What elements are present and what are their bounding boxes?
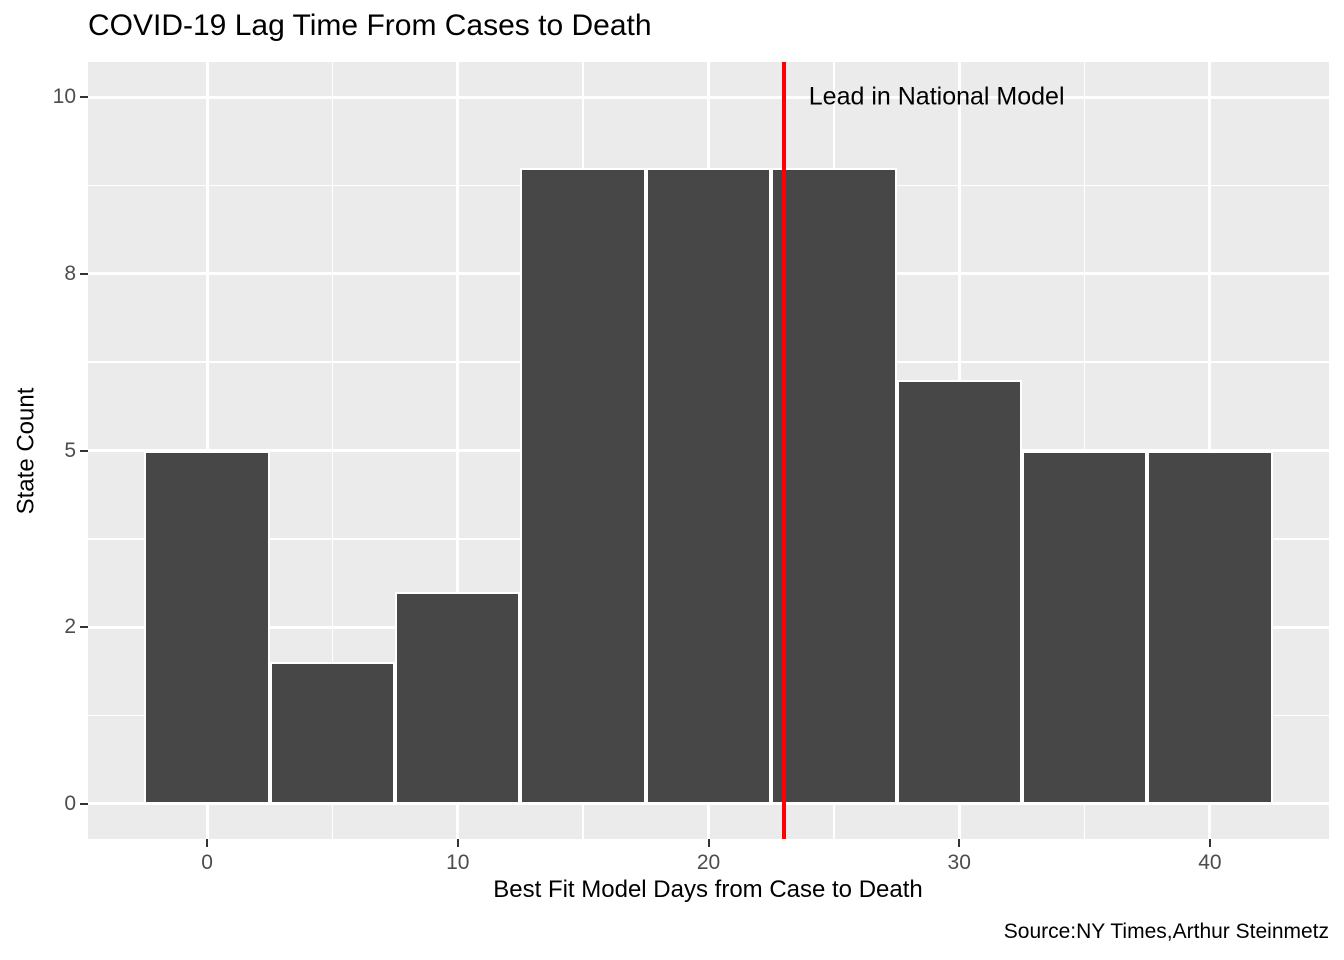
- histogram-bar: [771, 167, 897, 804]
- vline-annotation: Lead in National Model: [808, 82, 1065, 111]
- y-tick-mark: [80, 449, 88, 452]
- histogram-bar: [395, 591, 521, 804]
- x-tick-label: 0: [201, 851, 213, 874]
- histogram-bar: [269, 662, 396, 804]
- y-tick-mark: [80, 96, 88, 99]
- y-tick-mark: [80, 272, 88, 275]
- x-tick-label: 10: [446, 851, 470, 874]
- x-axis-title: Best Fit Model Days from Case to Death: [493, 876, 923, 903]
- y-tick-label: 5: [64, 438, 76, 462]
- x-tick-mark: [206, 839, 209, 847]
- y-axis-title: State Count: [12, 387, 39, 514]
- y-axis-title-wrap: State Count: [0, 62, 52, 839]
- y-tick-mark: [80, 802, 88, 805]
- histogram-bar: [896, 379, 1022, 804]
- x-tick-label: 20: [696, 851, 721, 874]
- reference-vline: [781, 62, 786, 839]
- x-tick-mark: [958, 839, 961, 847]
- plot-panel: Lead in National Model: [88, 62, 1329, 839]
- x-tick-label: 40: [1198, 851, 1222, 874]
- histogram-bar: [1147, 450, 1273, 804]
- histogram-bar: [645, 167, 772, 804]
- x-tick-mark: [1208, 839, 1211, 847]
- histogram-bar: [144, 450, 270, 804]
- x-tick-mark: [707, 839, 710, 847]
- gridline-major-vertical: [456, 62, 460, 839]
- chart-title: COVID-19 Lag Time From Cases to Death: [88, 9, 652, 42]
- histogram-bar: [1021, 450, 1148, 804]
- x-tick-mark: [456, 839, 459, 847]
- y-tick-label: 2: [64, 615, 76, 639]
- y-tick-label: 8: [64, 261, 76, 285]
- x-tick-label: 30: [947, 851, 971, 874]
- y-tick-label: 0: [64, 791, 76, 815]
- source-caption: Source:NY Times,Arthur Steinmetz: [1003, 920, 1329, 943]
- histogram-bar: [520, 167, 646, 804]
- y-tick-mark: [80, 626, 88, 629]
- y-tick-label: 10: [52, 85, 76, 109]
